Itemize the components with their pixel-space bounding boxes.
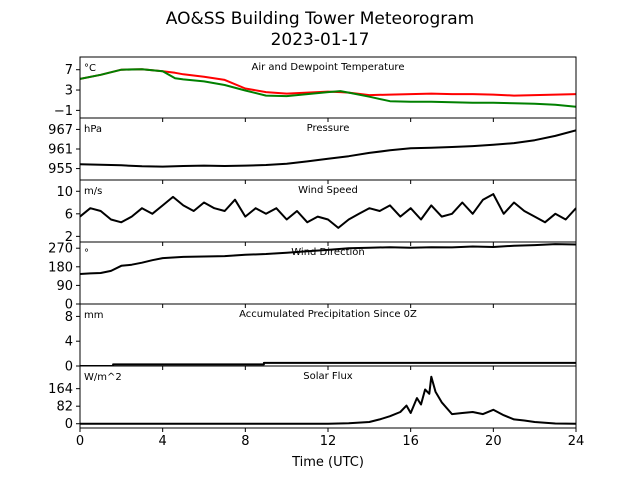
series-line-1 (80, 193, 576, 229)
y-tick-label: 967 (48, 123, 73, 138)
panel-3: 2 6 10 m/s Wind Speed (56, 179, 577, 246)
unit-label: ° (84, 248, 89, 259)
y-tick-label: 0 (65, 298, 73, 313)
panel-title: Wind Speed (298, 185, 358, 196)
panel-title: Accumulated Precipitation Since 0Z (239, 309, 417, 320)
x-axis-label: Time (UTC) (291, 455, 364, 470)
unit-label: hPa (84, 124, 102, 135)
series-line-1 (80, 243, 576, 275)
y-tick-label: 164 (48, 382, 73, 397)
panel-title: Solar Flux (303, 371, 353, 382)
series-line-1 (80, 375, 576, 425)
x-tick-label: 20 (485, 434, 502, 449)
x-tick-label: 16 (402, 434, 419, 449)
y-tick-label: 2 (65, 230, 73, 245)
y-tick-label: 955 (48, 162, 73, 177)
panel-title: Wind Direction (291, 247, 365, 258)
panels: −1 3 7 °C Air and Dewpoint Temperature 955 961… (48, 56, 577, 432)
series-line-1 (80, 129, 576, 168)
y-tick-label: 7 (65, 63, 73, 78)
series-line-2 (80, 68, 576, 108)
panel-2: 955 961 967 hPa Pressure (48, 117, 577, 184)
panel-5: 0 4 8 mm Accumulated Precipitation Since 0Z (65, 303, 577, 375)
panel-6: 0 82 164 W/m^2 Solar Flux (48, 365, 577, 432)
x-tick-label: 8 (241, 434, 249, 449)
y-tick-label: 270 (48, 242, 73, 257)
y-tick-label: 3 (65, 84, 73, 99)
unit-label: mm (84, 310, 103, 321)
x-axis: 0 4 8 12 16 20 24 (76, 434, 584, 449)
x-tick-label: 12 (320, 434, 337, 449)
y-tick-label: 0 (65, 360, 73, 375)
panel-1: −1 3 7 °C Air and Dewpoint Temperature (54, 56, 577, 122)
x-tick-label: 0 (76, 434, 84, 449)
x-tick-label: 4 (159, 434, 167, 449)
y-tick-label: 180 (48, 260, 73, 275)
y-tick-label: 6 (65, 207, 73, 222)
panel-4: 0 90 180 270 ° Wind Direction (48, 241, 577, 313)
panel-title: Air and Dewpoint Temperature (252, 62, 405, 73)
y-tick-label: 82 (56, 400, 73, 415)
panel-title: Pressure (307, 123, 350, 134)
series-line-1 (80, 361, 576, 366)
y-tick-label: 0 (65, 417, 73, 432)
unit-label: W/m^2 (84, 372, 122, 383)
figure-date: 2023-01-17 (271, 30, 370, 50)
y-tick-label: 10 (56, 185, 73, 200)
figure-title: AO&SS Building Tower Meteorogram (166, 9, 474, 29)
y-tick-label: 90 (56, 279, 73, 294)
y-tick-label: 8 (65, 310, 73, 325)
y-tick-label: 4 (65, 335, 73, 350)
unit-label: °C (84, 63, 96, 74)
y-tick-label: −1 (54, 104, 73, 119)
unit-label: m/s (84, 186, 102, 197)
x-tick-label: 24 (568, 434, 585, 449)
y-tick-label: 961 (48, 143, 73, 158)
